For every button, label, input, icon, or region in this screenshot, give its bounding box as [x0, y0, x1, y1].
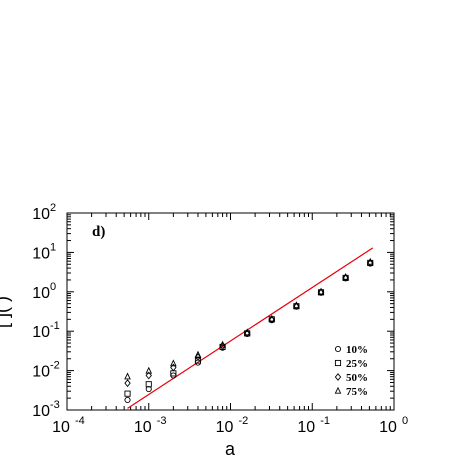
x-tick-label: 10 — [379, 419, 397, 436]
fit-line-layer — [127, 247, 374, 409]
x-tick-label-exponent: -1 — [320, 415, 330, 427]
legend-marker — [334, 359, 342, 367]
data-point — [194, 350, 202, 358]
data-point — [124, 372, 131, 380]
y-tick-label-exponent: 1 — [50, 241, 56, 253]
fit-line — [127, 247, 374, 409]
y-tick-label-exponent: -2 — [50, 360, 60, 372]
x-tick-label: 10 — [297, 419, 315, 436]
y-tick-label: 10 — [32, 324, 50, 341]
legend-label: 75% — [346, 386, 368, 398]
data-point — [170, 363, 177, 372]
legend: 10% 25% 50% 75% — [334, 344, 368, 398]
legend-marker — [334, 386, 342, 394]
data-point — [342, 273, 349, 282]
x-tick-label: 10 — [134, 419, 152, 436]
legend-marker — [334, 345, 342, 353]
data-point — [170, 372, 177, 379]
data-point — [342, 272, 349, 280]
y-tick-label: 10 — [32, 206, 50, 223]
x-tick-label: 10 — [52, 419, 70, 436]
data-point — [366, 257, 374, 265]
data-point — [244, 329, 251, 337]
x-tick-label-exponent: -2 — [239, 415, 249, 427]
x-tick-label-exponent: 0 — [402, 415, 408, 427]
data-point — [243, 328, 251, 336]
data-point — [145, 366, 153, 374]
data-point — [170, 359, 177, 367]
data-point — [293, 301, 300, 310]
y-tick-label: 10 — [32, 245, 50, 262]
tick-labels: 10 -4 10 -3 10 -2 10 -1 10 010 -310 -210 -110 010 110 2 — [32, 202, 408, 436]
data-point — [293, 301, 300, 309]
x-axis-title: a — [225, 439, 236, 459]
legend-marker — [334, 373, 342, 381]
data-point — [317, 288, 325, 297]
data-point — [145, 371, 152, 380]
y-axis-title: [ ]( ) — [0, 296, 12, 328]
plot-frame — [66, 212, 395, 411]
data-point — [317, 287, 325, 295]
data-point — [124, 396, 131, 403]
y-tick-label-exponent: 2 — [50, 202, 56, 214]
series-75pct — [124, 257, 374, 380]
y-tick-label-exponent: -3 — [50, 399, 60, 411]
x-tick-label-exponent: -3 — [157, 415, 167, 427]
series-50pct — [124, 258, 374, 388]
y-tick-label: 10 — [32, 364, 50, 381]
y-tick-label-exponent: -1 — [50, 320, 60, 332]
legend-label: 25% — [346, 358, 368, 370]
y-tick-label: 10 — [32, 285, 50, 302]
y-tick-label-exponent: 0 — [50, 281, 56, 293]
data-point — [219, 340, 226, 348]
data-points-layer — [124, 257, 374, 403]
data-point — [124, 379, 131, 388]
x-tick-label-exponent: -4 — [75, 415, 85, 427]
axis-ticks — [66, 212, 395, 411]
data-point — [268, 315, 275, 324]
x-tick-label: 10 — [216, 419, 234, 436]
legend-label: 50% — [346, 372, 368, 384]
data-point — [268, 314, 276, 322]
y-tick-label: 10 — [32, 403, 50, 420]
data-point — [145, 381, 152, 388]
data-point — [194, 357, 202, 364]
legend-label: 10% — [346, 344, 368, 356]
data-point — [124, 390, 131, 397]
panel-label: d) — [92, 224, 105, 240]
